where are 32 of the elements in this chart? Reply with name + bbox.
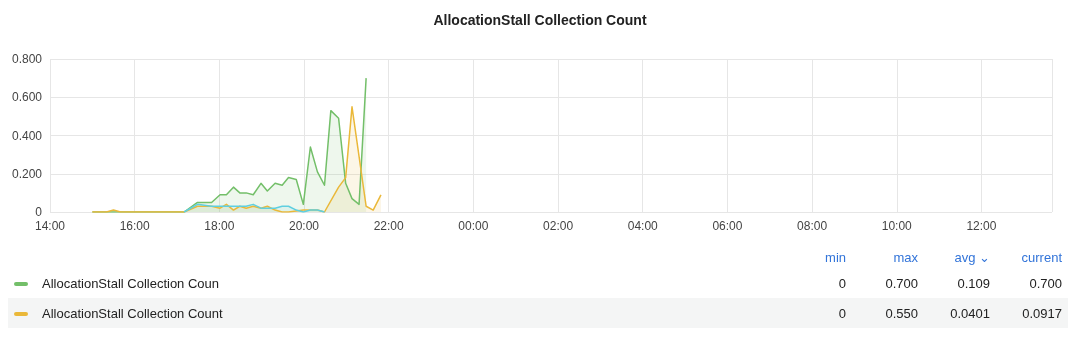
x-tick-label: 08:00: [797, 219, 828, 233]
y-tick-label: 0.800: [11, 52, 43, 66]
x-tick-label: 04:00: [627, 219, 659, 233]
x-tick-label: 16:00: [119, 219, 151, 233]
x-tick-label: 10:00: [881, 219, 913, 233]
x-tick-label: 22:00: [373, 219, 405, 233]
legend-label: AllocationStall Collection Coun: [41, 274, 221, 293]
x-tick-label: 14:00: [34, 219, 66, 233]
legend-label: AllocationStall Collection Count: [41, 304, 224, 323]
y-tick-label: 0.200: [11, 166, 43, 181]
y-tick-label: 0.600: [11, 90, 43, 105]
text: 0.109: [956, 274, 991, 293]
text: 0.700: [1028, 274, 1063, 293]
x-tick-label: 06:00: [712, 219, 743, 233]
chart-title: AllocationStall Collection Count: [433, 12, 647, 28]
x-tick-label: 02:00: [543, 219, 574, 233]
text: min: [824, 248, 847, 267]
text: 0.550: [884, 304, 919, 323]
x-tick-label: 00:00: [458, 219, 489, 233]
x-tick-label: 18:00: [204, 219, 235, 233]
x-tick-label: 12:00: [966, 219, 997, 233]
text: avg ⌄: [953, 248, 991, 267]
text: current: [1020, 248, 1063, 267]
text: 0.700: [884, 274, 919, 293]
y-tick-label: 0: [35, 205, 43, 219]
text: 0: [837, 304, 847, 323]
x-tick-label: 20:00: [289, 219, 320, 233]
text: 0.0917: [1021, 304, 1063, 323]
text: max: [892, 248, 919, 267]
text: 0: [837, 274, 847, 293]
text: 0.0401: [949, 304, 991, 323]
y-tick-label: 0.400: [11, 128, 43, 143]
